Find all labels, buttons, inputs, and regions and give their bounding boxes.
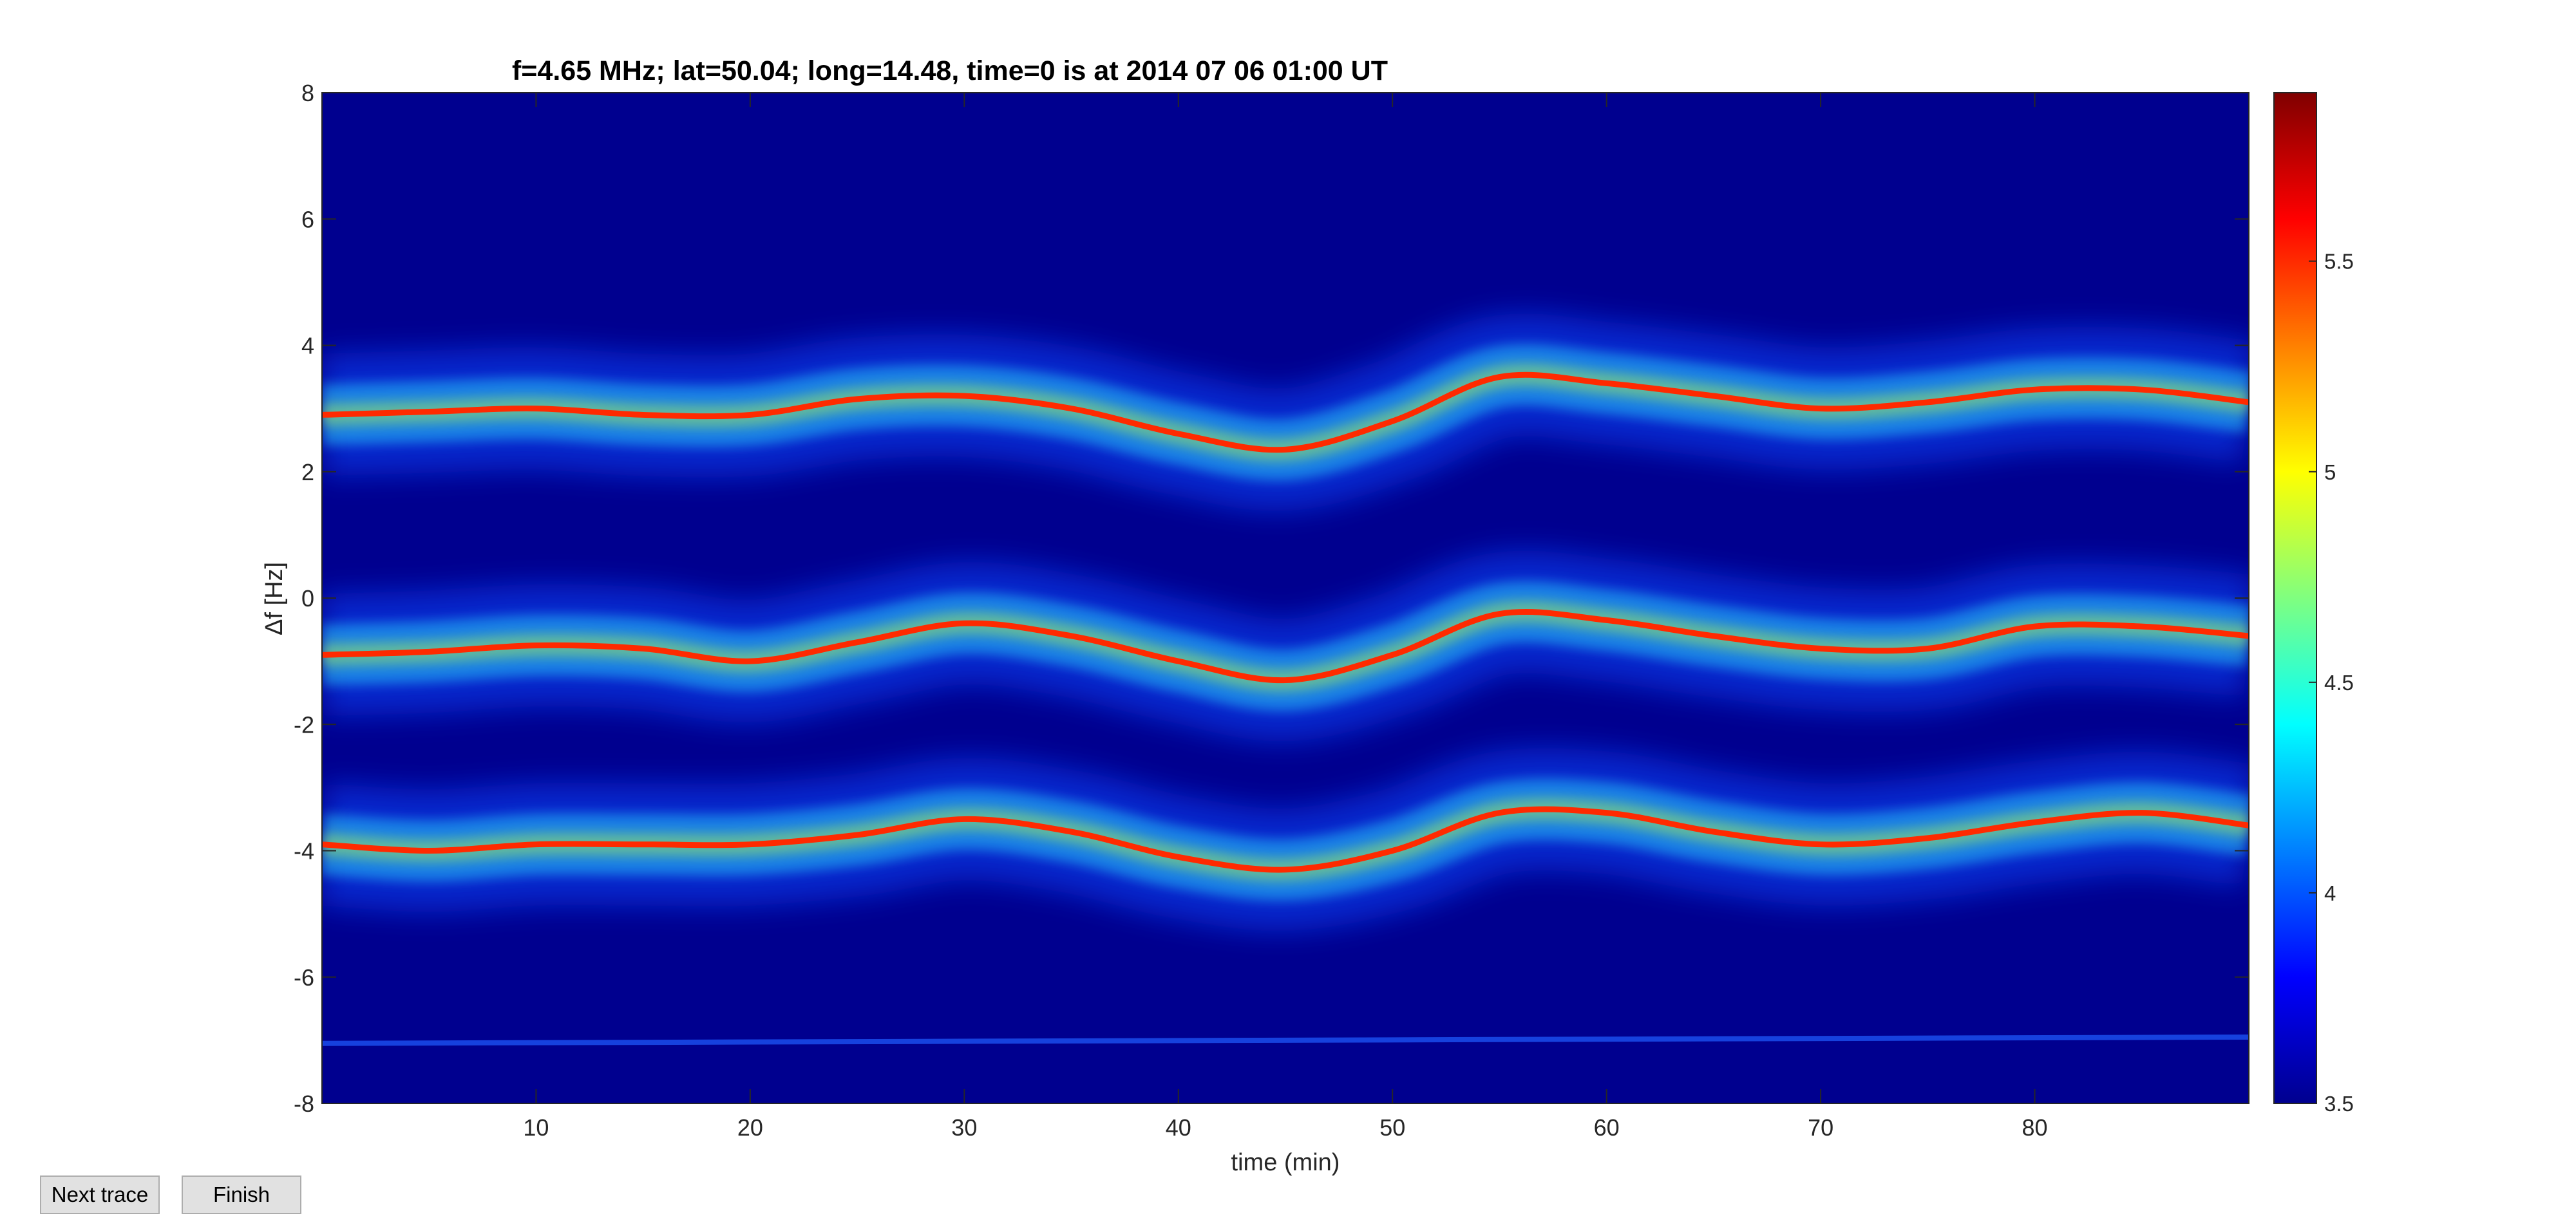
colorbar-ticks: 3.5 4 4.5 5 5.5 bbox=[2309, 250, 2354, 1116]
traces-layer bbox=[322, 314, 2249, 1046]
x-axis-label: time (min) bbox=[1231, 1149, 1340, 1176]
y-axis-ticks: 8 6 4 2 0 -2 -4 -6 -8 bbox=[294, 80, 2249, 1117]
trace-3 bbox=[322, 747, 2249, 932]
colorbar-tick-label: 5 bbox=[2324, 460, 2336, 484]
y-tick-label: -8 bbox=[294, 1091, 314, 1117]
y-axis-label: Δf [Hz] bbox=[261, 562, 288, 635]
colorbar bbox=[2273, 92, 2317, 1104]
trace-line bbox=[322, 608, 2249, 684]
x-axis-ticks: 10 20 30 40 50 60 70 80 bbox=[523, 93, 2048, 1141]
y-tick-label: 6 bbox=[301, 206, 314, 232]
colorbar-tick-label: 4 bbox=[2324, 881, 2336, 905]
y-tick-label: 2 bbox=[301, 459, 314, 485]
x-tick-label: 60 bbox=[1594, 1114, 1620, 1141]
trace-line bbox=[322, 806, 2249, 873]
trace-2 bbox=[322, 550, 2249, 742]
trace-line bbox=[322, 371, 2249, 453]
y-tick-label: -4 bbox=[294, 838, 314, 865]
x-tick-label: 10 bbox=[523, 1114, 549, 1141]
trace-1 bbox=[322, 314, 2249, 511]
colorbar-tick-label: 5.5 bbox=[2324, 250, 2354, 274]
x-tick-label: 40 bbox=[1166, 1114, 1191, 1141]
y-tick-label: 0 bbox=[301, 585, 314, 612]
colorbar-tick-label: 3.5 bbox=[2324, 1092, 2354, 1116]
y-tick-label: -2 bbox=[294, 711, 314, 738]
chart-title: f=4.65 MHz; lat=50.04; long=14.48, time=… bbox=[512, 55, 1388, 86]
x-tick-label: 20 bbox=[737, 1114, 763, 1141]
colorbar-tick-label: 4.5 bbox=[2324, 671, 2354, 695]
next-trace-button[interactable]: Next trace bbox=[40, 1175, 160, 1214]
x-tick-label: 70 bbox=[1808, 1114, 1833, 1141]
finish-button[interactable]: Finish bbox=[182, 1175, 301, 1214]
y-tick-label: 4 bbox=[301, 333, 314, 359]
trace-4 bbox=[322, 1034, 2249, 1046]
x-tick-label: 50 bbox=[1379, 1114, 1405, 1141]
y-tick-label: -6 bbox=[294, 964, 314, 991]
faint-trace-line bbox=[322, 1034, 2249, 1046]
y-tick-label: 8 bbox=[301, 80, 314, 106]
x-tick-label: 80 bbox=[2022, 1114, 2048, 1141]
x-tick-label: 30 bbox=[951, 1114, 977, 1141]
